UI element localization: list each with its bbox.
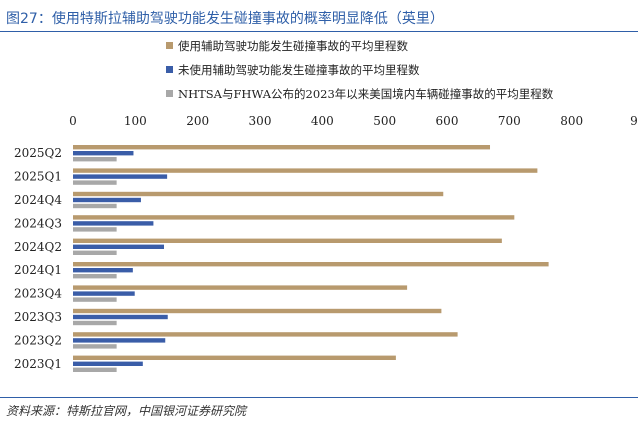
bar-2025Q1-series-2	[73, 174, 168, 179]
bar-2024Q2-series-1	[73, 238, 502, 243]
bar-2025Q2-series-1	[73, 145, 491, 150]
title-divider	[0, 31, 638, 32]
bar-2024Q1-series-3	[73, 274, 117, 279]
bar-2025Q2-series-2	[73, 151, 134, 156]
bar-chart: 使用辅助驾驶功能发生碰撞事故的平均里程数未使用辅助驾驶功能发生碰撞事故的平均里程…	[14, 39, 638, 372]
y-tick-label: 2023Q1	[14, 357, 62, 371]
bar-2023Q4-series-3	[73, 297, 117, 302]
legend-swatch	[166, 90, 173, 97]
bar-2023Q1-series-1	[73, 355, 396, 360]
source-note: 资料来源：特斯拉官网，中国银河证券研究院	[6, 404, 247, 418]
legend-swatch	[166, 66, 173, 73]
bar-2025Q2-series-3	[73, 157, 117, 162]
chart-bars	[73, 145, 549, 372]
bar-2025Q1-series-3	[73, 180, 117, 185]
bar-2025Q1-series-1	[73, 168, 538, 173]
bar-2024Q4-series-1	[73, 191, 444, 197]
chart-legend: 使用辅助驾驶功能发生碰撞事故的平均里程数未使用辅助驾驶功能发生碰撞事故的平均里程…	[166, 39, 554, 101]
legend-swatch	[166, 42, 173, 49]
y-tick-label: 2024Q3	[14, 216, 62, 230]
legend-label: 未使用辅助驾驶功能发生碰撞事故的平均里程数	[178, 63, 420, 77]
x-tick-label: 9	[630, 114, 638, 128]
y-tick-label: 2024Q1	[14, 263, 62, 277]
x-tick-label: 600	[436, 114, 459, 128]
x-tick-label: 800	[560, 114, 583, 128]
bar-2023Q1-series-2	[73, 361, 143, 366]
x-tick-label: 200	[186, 114, 209, 128]
bar-2024Q3-series-1	[73, 215, 515, 220]
bar-2023Q2-series-1	[73, 332, 458, 337]
legend-label: 使用辅助驾驶功能发生碰撞事故的平均里程数	[178, 39, 408, 53]
y-tick-label: 2023Q3	[14, 310, 62, 324]
y-tick-label: 2025Q1	[14, 170, 62, 184]
bar-2024Q1-series-2	[73, 268, 133, 273]
y-tick-label: 2025Q2	[14, 146, 62, 160]
bar-2023Q2-series-2	[73, 338, 166, 343]
y-tick-label: 2023Q2	[14, 333, 62, 347]
bar-2024Q4-series-3	[73, 203, 117, 209]
y-tick-label: 2024Q2	[14, 240, 62, 254]
footer-divider	[0, 397, 638, 398]
x-tick-label: 400	[311, 114, 334, 128]
bar-2023Q2-series-3	[73, 344, 117, 349]
x-tick-label: 700	[498, 114, 521, 128]
bar-2024Q2-series-3	[73, 250, 117, 255]
bar-2023Q4-series-1	[73, 285, 408, 290]
bar-2024Q4-series-2	[73, 197, 141, 203]
bar-2024Q3-series-2	[73, 221, 154, 226]
y-tick-label: 2024Q4	[14, 193, 62, 207]
x-axis-ticks: 0 100 200 300 400 500 600 700 800 9	[69, 114, 638, 128]
x-tick-label: 300	[249, 114, 272, 128]
bar-2024Q1-series-1	[73, 262, 549, 267]
bar-2023Q1-series-3	[73, 367, 117, 372]
x-tick-label: 500	[373, 114, 396, 128]
y-tick-label: 2023Q4	[14, 287, 62, 301]
bar-2024Q2-series-2	[73, 244, 165, 249]
page-title: 图27：使用特斯拉辅助驾驶功能发生碰撞事故的概率明显降低（英里）	[6, 11, 444, 27]
legend-label: NHTSA与FHWA公布的2023年以来美国境内车辆碰撞事故的平均里程数	[178, 87, 554, 101]
bar-2023Q3-series-3	[73, 320, 117, 326]
bar-2024Q3-series-3	[73, 227, 117, 232]
x-tick-label: 100	[124, 114, 147, 128]
bar-2023Q4-series-2	[73, 291, 135, 296]
bar-2023Q3-series-2	[73, 314, 168, 320]
bar-2023Q3-series-1	[73, 308, 442, 314]
y-axis-labels: 2025Q2 2025Q1 2024Q4 2024Q3 2024Q2 2024Q1 2023…	[14, 146, 62, 371]
x-tick-label: 0	[69, 114, 77, 128]
